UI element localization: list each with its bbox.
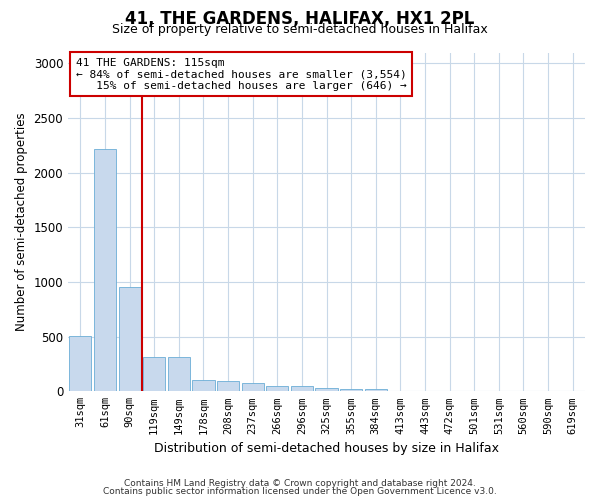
Bar	[414, 391, 436, 392]
Y-axis label: Number of semi-detached properties: Number of semi-detached properties	[15, 112, 28, 331]
Bar	[340, 388, 362, 392]
Bar	[69, 336, 91, 392]
X-axis label: Distribution of semi-detached houses by size in Halifax: Distribution of semi-detached houses by …	[154, 442, 499, 455]
Bar	[119, 288, 140, 392]
Bar	[168, 358, 190, 392]
Bar	[193, 380, 215, 392]
Text: Size of property relative to semi-detached houses in Halifax: Size of property relative to semi-detach…	[112, 22, 488, 36]
Bar	[365, 389, 387, 392]
Text: 41, THE GARDENS, HALIFAX, HX1 2PL: 41, THE GARDENS, HALIFAX, HX1 2PL	[125, 10, 475, 28]
Text: Contains HM Land Registry data © Crown copyright and database right 2024.: Contains HM Land Registry data © Crown c…	[124, 478, 476, 488]
Bar	[94, 148, 116, 392]
Bar	[143, 358, 165, 392]
Bar	[266, 386, 289, 392]
Bar	[291, 386, 313, 392]
Bar	[389, 391, 412, 392]
Bar	[242, 382, 264, 392]
Bar	[217, 382, 239, 392]
Text: 41 THE GARDENS: 115sqm
← 84% of semi-detached houses are smaller (3,554)
   15% : 41 THE GARDENS: 115sqm ← 84% of semi-det…	[76, 58, 407, 91]
Text: Contains public sector information licensed under the Open Government Licence v3: Contains public sector information licen…	[103, 487, 497, 496]
Bar	[316, 388, 338, 392]
